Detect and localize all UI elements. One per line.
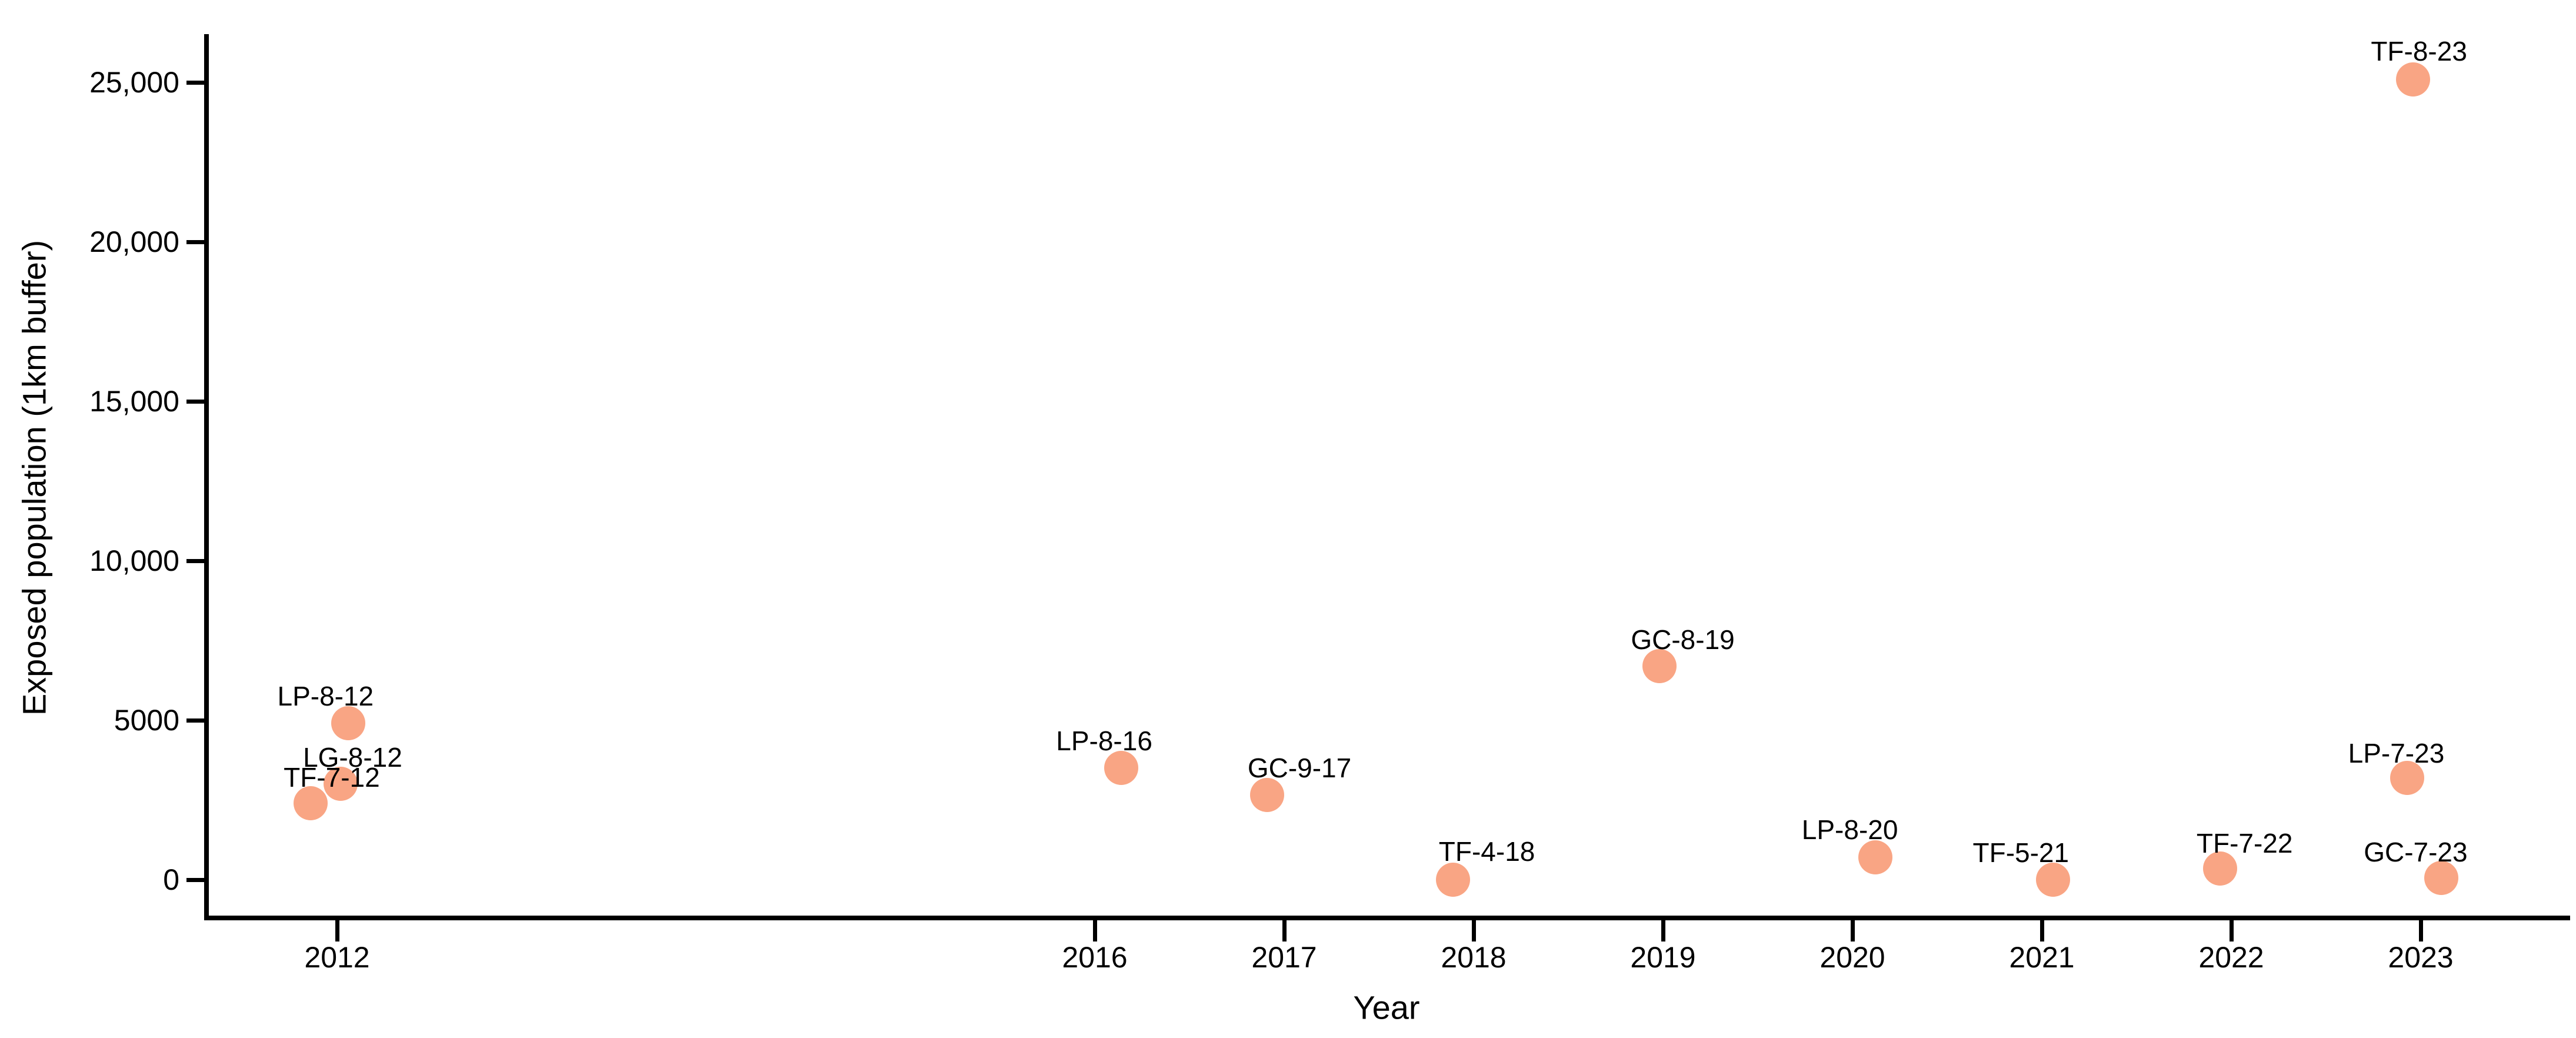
point-label: LG-8-12 <box>303 742 402 773</box>
point-label: LP-8-16 <box>1056 726 1152 757</box>
y-tick <box>186 399 204 404</box>
x-axis-title: Year <box>1353 989 1420 1026</box>
x-tick <box>1661 920 1665 941</box>
data-point <box>1642 648 1677 683</box>
y-tick-label: 0 <box>163 863 179 896</box>
data-point <box>2396 62 2431 97</box>
x-tick <box>2418 920 2423 941</box>
y-tick <box>186 80 204 85</box>
point-label: GC-7-23 <box>2364 837 2468 868</box>
point-label: TF-4-18 <box>1438 836 1535 867</box>
y-tick-label: 5000 <box>114 704 179 737</box>
x-tick-label: 2021 <box>2009 941 2075 974</box>
x-tick <box>1282 920 1287 941</box>
x-tick <box>335 920 339 941</box>
x-tick <box>1092 920 1097 941</box>
data-point <box>2202 851 2237 886</box>
x-tick-label: 2016 <box>1062 941 1128 974</box>
y-tick <box>186 558 204 563</box>
data-point <box>331 706 366 741</box>
x-tick-label: 2017 <box>1251 941 1317 974</box>
y-axis-line <box>204 34 209 920</box>
data-point <box>1435 863 1470 897</box>
x-tick <box>2040 920 2044 941</box>
x-tick-label: 2019 <box>1630 941 1696 974</box>
point-label: LP-7-23 <box>2348 737 2445 768</box>
data-point <box>2036 863 2071 897</box>
x-tick-label: 2018 <box>1441 941 1507 974</box>
data-point <box>1858 840 1892 875</box>
data-point <box>2424 861 2459 896</box>
point-label: GC-9-17 <box>1247 753 1352 784</box>
point-label: GC-8-19 <box>1631 624 1735 655</box>
y-tick-label: 25,000 <box>89 66 179 99</box>
x-tick <box>2229 920 2234 941</box>
point-label: LP-8-12 <box>277 681 374 712</box>
y-tick <box>186 877 204 882</box>
x-tick-label: 2022 <box>2198 941 2264 974</box>
y-tick-label: 15,000 <box>89 385 179 418</box>
x-tick-label: 2023 <box>2388 941 2454 974</box>
x-tick <box>1850 920 1855 941</box>
point-label: TF-7-12 <box>284 761 380 793</box>
data-point <box>293 786 328 820</box>
y-tick <box>186 239 204 244</box>
y-tick-label: 20,000 <box>89 225 179 258</box>
data-point <box>2390 760 2425 795</box>
y-tick-label: 10,000 <box>89 544 179 577</box>
x-tick-label: 2020 <box>1819 941 1885 974</box>
data-point <box>324 767 358 801</box>
data-point <box>1250 778 1285 813</box>
y-tick <box>186 718 204 723</box>
x-tick <box>1471 920 1476 941</box>
point-label: TF-7-22 <box>2196 828 2293 859</box>
data-point <box>1104 751 1139 786</box>
point-label: LP-8-20 <box>1801 814 1898 846</box>
x-tick-label: 2012 <box>304 941 370 974</box>
y-axis-title: Exposed population (1km buffer) <box>15 239 53 716</box>
point-label: TF-8-23 <box>2371 35 2467 66</box>
x-axis-line <box>204 916 2570 920</box>
point-label: TF-5-21 <box>1972 837 2070 868</box>
